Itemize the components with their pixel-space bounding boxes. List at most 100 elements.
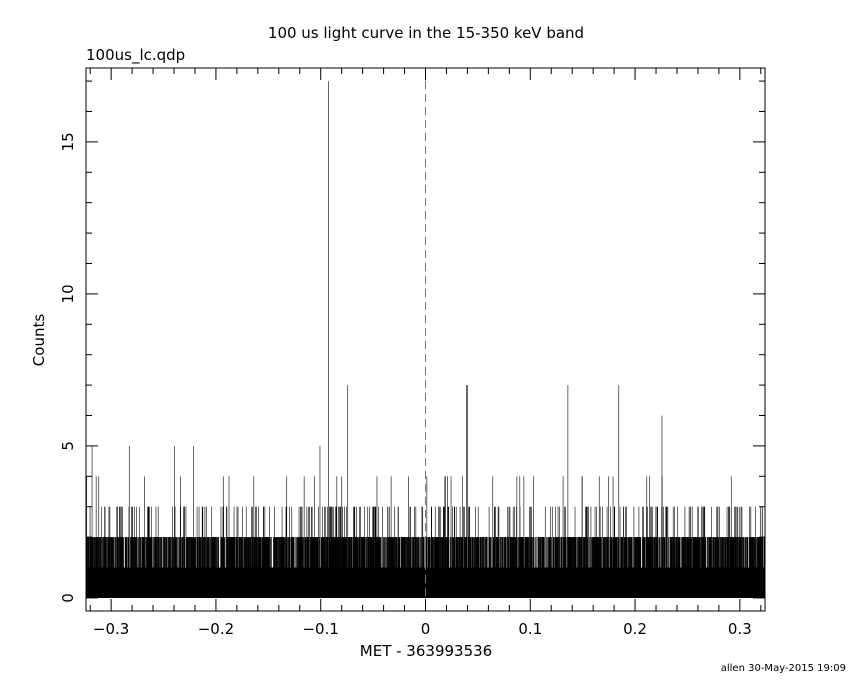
count-bar [565,506,566,598]
count-bar [422,506,424,598]
count-bar [454,506,455,598]
count-bar [555,506,556,598]
count-bar [132,506,133,598]
count-bar [389,506,390,598]
y-axis-label: Counts [30,314,48,367]
count-bar [469,506,470,598]
count-bar [303,476,305,598]
count-bar [468,506,469,598]
count-bar [289,506,290,598]
count-bar [184,506,185,598]
count-bar [410,506,411,598]
count-bar [445,476,446,598]
count-bar [286,476,288,598]
count-bar [523,476,525,598]
count-bar [263,506,264,598]
count-bar [236,506,238,598]
count-bar [610,506,611,598]
count-bar [174,445,175,598]
count-bar [387,506,389,598]
count-bar [131,506,132,598]
count-bar [128,506,130,598]
count-bar [309,506,310,598]
count-bar [325,506,327,598]
count-bar [329,506,330,598]
count-bar [439,506,440,598]
count-bar [516,476,518,598]
count-bar [598,476,600,598]
count-bar [475,506,476,598]
count-bar [104,506,105,598]
count-bar [387,506,388,598]
count-bar [466,385,467,598]
count-bar [285,506,287,598]
count-bar [382,506,383,598]
count-bar [596,506,597,598]
count-bar [185,506,187,598]
count-bar [408,476,409,598]
count-bar [353,506,355,598]
count-bar [378,506,380,598]
count-bar [444,476,446,598]
count-bar [172,506,173,598]
count-bar [562,476,564,598]
count-bar [121,506,123,598]
count-bar [328,81,329,598]
count-bar [148,506,150,598]
count-bar [150,506,152,598]
count-bar [608,476,609,598]
count-bar [133,506,135,598]
count-bar [514,506,515,598]
count-bar [373,506,374,598]
count-bar [330,506,331,598]
count-bar [376,476,378,598]
count-bar [414,506,415,598]
count-bar [98,476,100,598]
count-bar [211,506,213,598]
count-bar [95,476,97,598]
count-bar [567,385,569,598]
count-bar [492,476,494,598]
count-bar [507,506,509,598]
count-bar [364,506,365,598]
count-bar [557,506,559,598]
count-bar [544,506,546,598]
count-bar [341,476,343,598]
count-bar [347,385,349,598]
count-bar [443,506,445,598]
bars-group [86,81,766,598]
count-bar [314,476,315,598]
count-bar [322,506,323,598]
count-bar [488,506,490,598]
count-bar [421,506,423,598]
count-bar [606,506,608,598]
chart-title: 100 us light curve in the 15-350 keV ban… [268,24,584,42]
count-bar [531,506,532,598]
count-bar [226,506,227,598]
count-bar [253,476,255,598]
count-bar [426,476,428,598]
count-bar [581,476,583,598]
count-bar [108,506,110,598]
footer-stamp: allen 30-May-2015 19:09 [721,663,846,674]
count-bar [533,476,534,598]
count-bar [226,506,228,598]
count-bar [551,506,553,598]
count-bar [335,506,337,598]
count-bar [369,506,370,598]
count-bar [91,445,93,598]
count-bar [291,506,293,598]
count-bar [462,476,463,598]
count-bar [228,476,230,598]
count-bar [338,506,339,598]
count-bar [450,476,452,598]
count-bar [586,506,587,598]
x-axis-label: MET - 363993536 [360,642,492,660]
count-bar [144,476,145,598]
count-bar [204,506,206,598]
count-bar [193,445,194,598]
count-bar [508,506,510,598]
count-bar [128,445,130,598]
count-bar [222,506,224,598]
count-bar [372,506,374,598]
